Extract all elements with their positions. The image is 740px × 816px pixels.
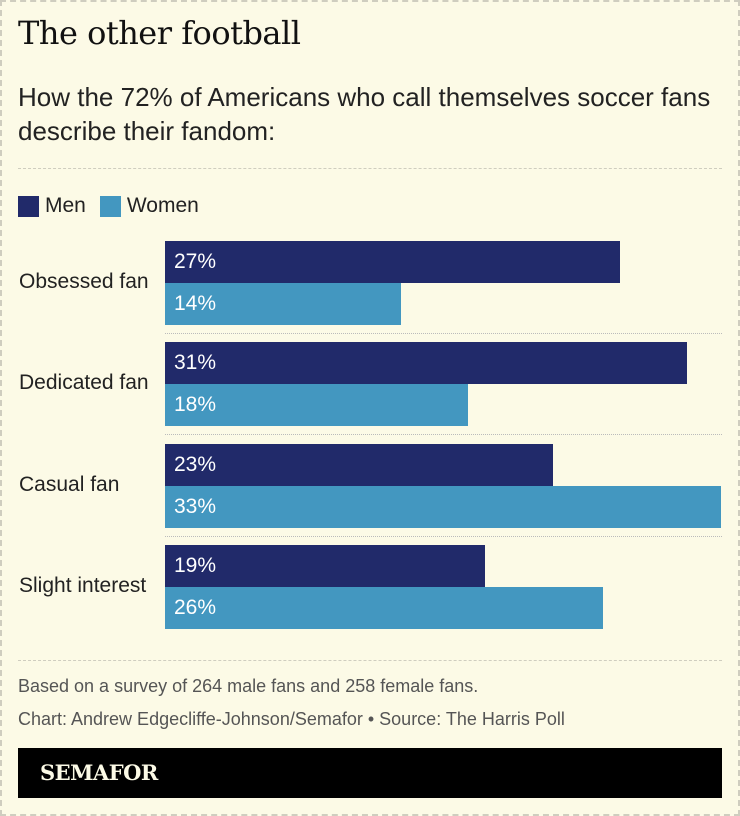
data-label: 19% [174,553,217,577]
bar-women: 14% [165,283,401,325]
legend-swatch-women [99,195,121,217]
survey-note: Based on a survey of 264 male fans and 2… [18,676,479,696]
bar-men: 27% [165,241,620,283]
data-label: 33% [174,494,217,518]
bar-women: 18% [165,384,469,427]
bar-men: 23% [165,443,553,486]
legend-label: Women [126,194,199,217]
chart-title: The other football [18,14,301,52]
legend-swatch-men [18,195,39,217]
row-separator [165,535,722,537]
data-label: 23% [174,452,217,476]
category-label: Casual fan [19,472,120,496]
divider [18,660,722,661]
bar-women: 26% [165,586,604,629]
data-label: 14% [174,292,217,315]
divider [18,168,722,169]
chart-subtitle: How the 72% of Americans who call themse… [18,82,711,146]
legend-label: Men [45,194,86,217]
bar-men: 31% [165,342,688,385]
legend: Men Women [18,194,213,218]
data-label: 31% [174,351,217,375]
data-label: 27% [174,250,217,273]
row-separator [165,434,722,436]
bar-men: 19% [165,544,486,587]
semafor-logo: SEMAFOR [40,760,158,785]
brand-bar: SEMAFOR [18,748,722,798]
data-label: 18% [174,393,217,417]
source-credit: Chart: Andrew Edgecliffe-Johnson/Semafor… [18,709,565,729]
category-label: Obsessed fan [19,270,149,293]
category-label: Dedicated fan [19,371,149,395]
data-label: 26% [174,595,217,619]
legend-item-men: Men [18,194,86,218]
category-label: Slight interest [19,573,147,597]
bar-women: 33% [165,485,721,528]
row-separator [165,333,722,334]
legend-item-women: Women [99,194,199,218]
